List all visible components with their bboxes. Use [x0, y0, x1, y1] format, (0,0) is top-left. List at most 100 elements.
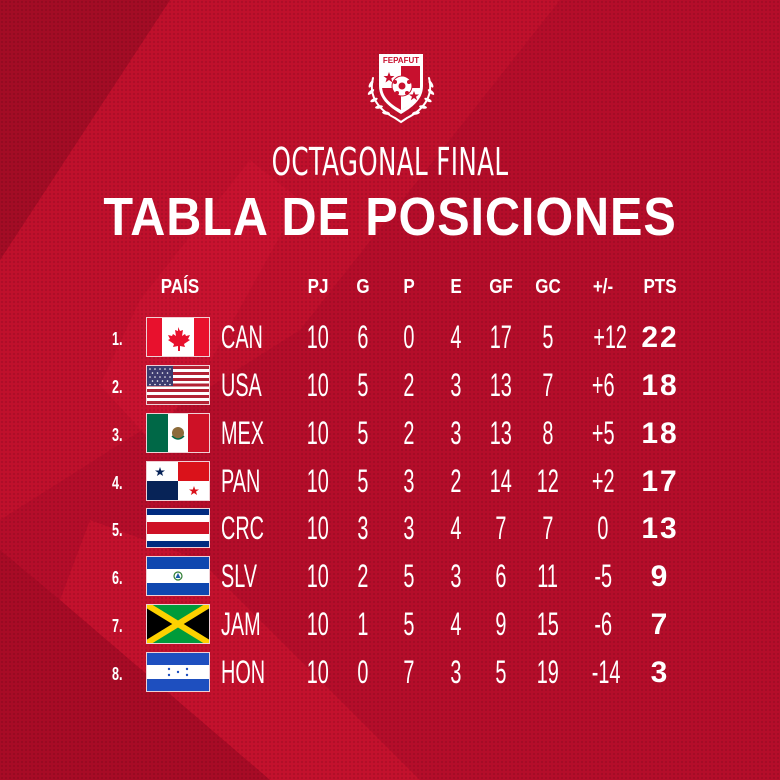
gc: 12: [536, 463, 560, 499]
column-header-e: E: [450, 276, 462, 298]
table-row: 2. USA 10 5 2 3 13 7 +6 18: [0, 365, 780, 409]
rank: 5.: [112, 520, 123, 540]
gf: 6: [495, 558, 507, 594]
rank: 2.: [112, 377, 123, 397]
table-row: 5. CRC 10 3 3 4 7 7 0 13: [0, 508, 780, 552]
usa-flag-icon: [146, 365, 210, 405]
g: 5: [357, 415, 369, 451]
rank: 8.: [112, 664, 123, 684]
team-code: CRC: [221, 510, 264, 546]
table-row: 3. MEX 10 5 2 3 13 8 +5 18: [0, 413, 780, 457]
canada-flag-icon: [146, 317, 210, 357]
goal-diff: +2: [591, 463, 615, 499]
column-header-g: G: [356, 276, 370, 298]
points: 3: [650, 656, 670, 689]
e: 4: [450, 510, 462, 546]
g: 2: [357, 558, 369, 594]
table-row: 7. JAM 10 1 5 4 9 15 -6 7: [0, 604, 780, 648]
team-code: HON: [221, 654, 266, 690]
svg-text:FEPAFUT: FEPAFUT: [383, 56, 419, 65]
gf: 13: [489, 367, 513, 403]
pj: 10: [306, 463, 330, 499]
gf: 7: [495, 510, 507, 546]
pj: 10: [306, 415, 330, 451]
points: 22: [641, 321, 679, 354]
g: 0: [357, 654, 369, 690]
pj: 10: [306, 606, 330, 642]
e: 3: [450, 415, 462, 451]
column-header-p: P: [403, 276, 415, 298]
goal-diff: 0: [597, 510, 609, 546]
honduras-flag-icon: [146, 652, 210, 692]
g: 3: [357, 510, 369, 546]
team-code: CAN: [221, 319, 263, 355]
e: 4: [450, 319, 462, 355]
g: 1: [357, 606, 369, 642]
column-header-pj: PJ: [307, 276, 329, 298]
g: 5: [357, 463, 369, 499]
gc: 8: [542, 415, 554, 451]
g: 5: [357, 367, 369, 403]
p: 2: [403, 415, 415, 451]
e: 3: [450, 654, 462, 690]
gf: 5: [495, 654, 507, 690]
p: 3: [403, 510, 415, 546]
column-header-diff: +/-: [592, 276, 614, 298]
g: 6: [357, 319, 369, 355]
gc: 7: [542, 367, 554, 403]
column-header-gc: GC: [535, 276, 561, 298]
table-row: 8. HON 10 0 7 3 5 19 -14 3: [0, 652, 780, 696]
gf: 17: [489, 319, 513, 355]
mexico-flag-icon: [146, 413, 210, 453]
goal-diff: -5: [594, 558, 612, 594]
team-code: PAN: [221, 463, 261, 499]
rank: 6.: [112, 568, 123, 588]
gc: 19: [536, 654, 560, 690]
column-header-pts: PTS: [643, 276, 677, 298]
goal-diff: +6: [591, 367, 615, 403]
pj: 10: [306, 367, 330, 403]
column-header-gf: GF: [489, 276, 513, 298]
e: 2: [450, 463, 462, 499]
goal-diff: -6: [594, 606, 612, 642]
points: 13: [641, 512, 679, 545]
points: 18: [641, 369, 679, 402]
points: 7: [650, 608, 670, 641]
pj: 10: [306, 319, 330, 355]
gc: 7: [542, 510, 554, 546]
e: 3: [450, 367, 462, 403]
table-row: 1. CAN 10 6 0 4 17 5 +12 22: [0, 317, 780, 361]
team-code: SLV: [221, 558, 258, 594]
pj: 10: [306, 654, 330, 690]
team-code: JAM: [221, 606, 261, 642]
p: 3: [403, 463, 415, 499]
team-code: MEX: [221, 415, 264, 451]
p: 2: [403, 367, 415, 403]
points: 18: [641, 417, 679, 450]
page-title: TABLA DE POSICIONES: [103, 187, 677, 247]
p: 5: [403, 606, 415, 642]
e: 4: [450, 606, 462, 642]
p: 5: [403, 558, 415, 594]
p: 7: [403, 654, 415, 690]
team-code: USA: [221, 367, 262, 403]
subtitle: OCTAGONAL FINAL: [271, 140, 509, 184]
fepafut-crest-icon: FEPAFUT: [365, 48, 437, 124]
gc: 11: [537, 558, 559, 594]
gf: 13: [489, 415, 513, 451]
pj: 10: [306, 510, 330, 546]
p: 0: [403, 319, 415, 355]
rank: 4.: [112, 473, 123, 493]
points: 17: [641, 465, 679, 498]
pj: 10: [306, 558, 330, 594]
gc: 5: [542, 319, 554, 355]
rank: 1.: [112, 329, 123, 349]
rank: 7.: [112, 616, 123, 636]
e: 3: [450, 558, 462, 594]
jamaica-flag-icon: [146, 604, 210, 644]
table-row: 4. PAN 10 5 3 2 14 12 +2 17: [0, 461, 780, 505]
gf: 14: [489, 463, 513, 499]
gf: 9: [495, 606, 507, 642]
panama-flag-icon: [146, 461, 210, 501]
